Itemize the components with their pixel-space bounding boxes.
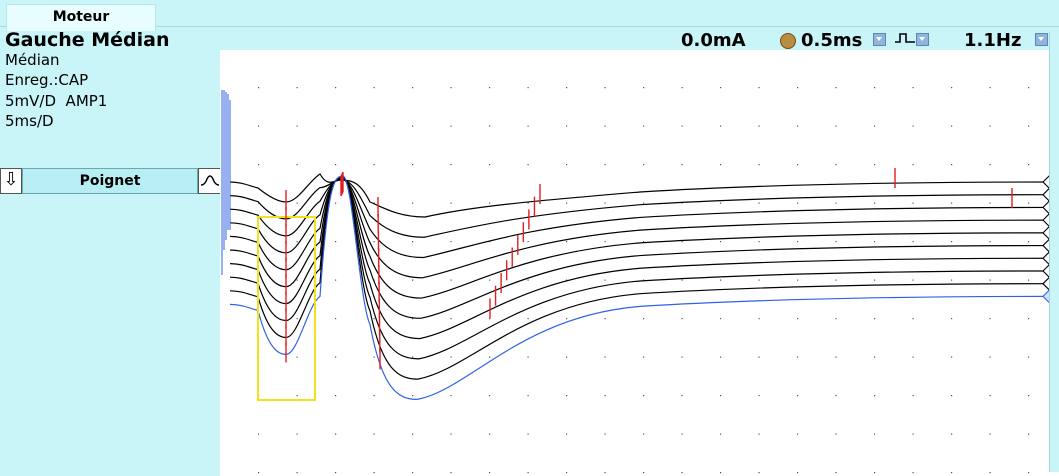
down-arrow-icon: ⇩ xyxy=(3,169,19,190)
trace-line xyxy=(229,176,1050,360)
stim-duration-readout: 0.5ms xyxy=(801,30,863,51)
page-title: Gauche Médian xyxy=(5,29,170,51)
waveform-plot[interactable] xyxy=(220,50,1059,476)
trace-line xyxy=(229,178,1050,259)
duration-dropdown[interactable] xyxy=(873,33,886,46)
pulse-shape-icon xyxy=(895,33,915,43)
trace-line xyxy=(229,173,1050,218)
site-button[interactable]: Poignet xyxy=(22,168,198,194)
waveform-button[interactable] xyxy=(198,168,222,194)
tab-motor[interactable]: Moteur xyxy=(6,4,156,31)
stim-frequency-readout: 1.1Hz xyxy=(964,30,1022,51)
nerve-label: Médian xyxy=(5,51,60,69)
waveform-icon xyxy=(200,175,220,186)
plot-grid xyxy=(258,87,1030,474)
trace-line xyxy=(229,175,1050,380)
tab-bar: Moteur xyxy=(0,0,1059,31)
stimulator-icon xyxy=(780,33,796,49)
vertical-scrollbar[interactable] xyxy=(1049,32,1059,472)
stim-current-readout: 0.0mA xyxy=(681,30,746,51)
latency-markers xyxy=(285,168,1013,370)
trace-line xyxy=(229,177,1050,319)
trace-line xyxy=(229,178,1050,279)
recording-label: Enreg.:CAP xyxy=(5,71,89,89)
sensitivity-label: 5mV/D AMP1 xyxy=(5,92,108,110)
trace-line xyxy=(229,177,1050,299)
frequency-dropdown[interactable] xyxy=(1035,33,1048,46)
stimulus-artifact xyxy=(221,90,231,275)
site-row: ⇩ Poignet xyxy=(0,168,222,194)
trace-group xyxy=(221,90,1050,401)
timebase-label: 5ms/D xyxy=(5,112,54,130)
pulse-dropdown[interactable] xyxy=(916,33,929,46)
down-arrow-button[interactable]: ⇩ xyxy=(0,168,22,194)
trace-line xyxy=(229,176,1050,340)
